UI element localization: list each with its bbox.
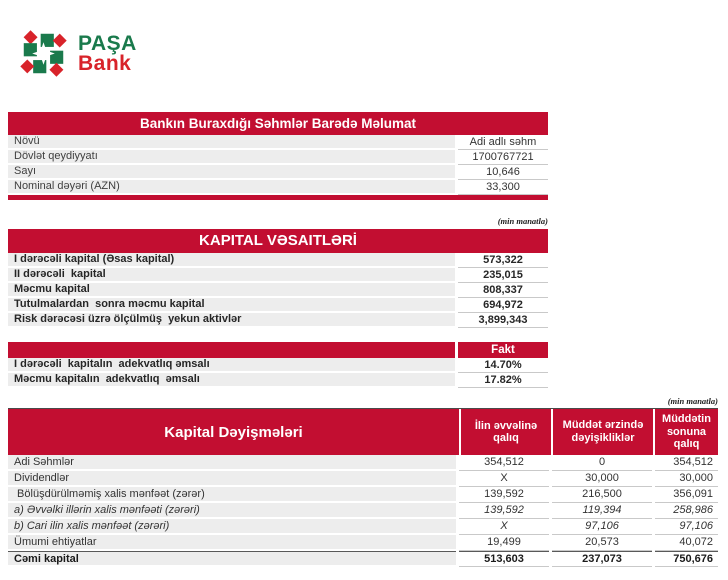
report-body: Bankın Buraxdığı Səhmlər Barədə Məlumat …	[8, 112, 718, 567]
cell-end: 40,072	[655, 535, 718, 551]
row-value: 694,972	[458, 298, 548, 313]
table-row: Ümumi ehtiyatlar 19,499 20,573 40,072	[8, 535, 718, 551]
row-label: Sayı	[8, 165, 455, 180]
row-label: b) Cari ilin xalis mənfəət (zərəri)	[8, 519, 456, 535]
cell-end: 354,512	[655, 455, 718, 471]
cell-end: 30,000	[655, 471, 718, 487]
row-value: 235,015	[458, 268, 548, 283]
row-label: I dərəcəli kapital (Əsas kapital)	[8, 253, 455, 268]
cell-change: 20,573	[552, 535, 652, 551]
bank-name-bottom: Bank	[78, 51, 132, 75]
table-row: II dərəcəli kapital 235,015	[8, 268, 548, 283]
table-row: Məcmu kapital 808,337	[8, 283, 548, 298]
row-label: Bölüşdürülməmiş xalis mənfəət (zərər)	[8, 487, 456, 503]
table-row: Adi Səhmlər 354,512 0 354,512	[8, 455, 718, 471]
cell-change: 30,000	[552, 471, 652, 487]
cell-start: 513,603	[459, 551, 549, 567]
pasha-bank-emblem-icon	[20, 30, 67, 77]
table-row: Növü Adi adlı səhm	[8, 135, 548, 150]
cell-change: 0	[552, 455, 652, 471]
table-row: b) Cari ilin xalis mənfəət (zərəri) X 97…	[8, 519, 718, 535]
bank-logo-text: PAŞA Bank	[78, 32, 137, 75]
table-row: I dərəcəli kapitalın adekvatlıq əmsalı 1…	[8, 358, 548, 373]
adequacy-header-spacer	[8, 342, 455, 358]
row-value: 1700767721	[458, 150, 548, 165]
row-value: 3,899,343	[458, 313, 548, 328]
adequacy-table-header: Fakt	[8, 342, 548, 358]
changes-table-header: Kapital Dəyişmələri İlin əvvəlinə qalıq …	[8, 408, 718, 455]
table-row: Dividendlər X 30,000 30,000	[8, 471, 718, 487]
column-header-change: Müddət ərzində dəyişikliklər	[553, 409, 653, 455]
row-label: Dövlət qeydiyyatı	[8, 150, 455, 165]
adequacy-header-fakt: Fakt	[458, 342, 548, 358]
row-label: Risk dərəcəsi üzrə ölçülmüş yekun aktivl…	[8, 313, 455, 328]
table-bottom-accent	[8, 195, 548, 200]
cell-change: 119,394	[552, 503, 652, 519]
table-row: Bölüşdürülməmiş xalis mənfəət (zərər) 13…	[8, 487, 718, 503]
row-label: Növü	[8, 135, 455, 150]
unit-note: (min manatla)	[667, 396, 718, 406]
cell-start: 19,499	[459, 535, 549, 551]
row-label: Cəmi kapital	[8, 551, 456, 567]
capital-table-title: KAPITAL VƏSAITLƏRİ	[8, 229, 548, 253]
cell-end: 356,091	[655, 487, 718, 503]
table-row: Sayı 10,646	[8, 165, 548, 180]
row-label: Məcmu kapital	[8, 283, 455, 298]
cell-end: 750,676	[655, 551, 718, 567]
row-value: 10,646	[458, 165, 548, 180]
changes-table: Kapital Dəyişmələri İlin əvvəlinə qalıq …	[8, 408, 718, 567]
row-label: Ümumi ehtiyatlar	[8, 535, 456, 551]
row-label: Dividendlər	[8, 471, 456, 487]
cell-start: 354,512	[459, 455, 549, 471]
cell-start: 139,592	[459, 503, 549, 519]
cell-end: 258,986	[655, 503, 718, 519]
cell-end: 97,106	[655, 519, 718, 535]
table-row: Məcmu kapitalın adekvatlıq əmsalı 17.82%	[8, 373, 548, 388]
cell-change: 216,500	[552, 487, 652, 503]
capital-table: KAPITAL VƏSAITLƏRİ I dərəcəli kapital (Ə…	[8, 229, 548, 328]
adequacy-table: I dərəcəli kapitalın adekvatlıq əmsalı 1…	[8, 358, 548, 388]
table-row: a) Əvvəlki illərin xalis mənfəəti (zərər…	[8, 503, 718, 519]
table-row: Risk dərəcəsi üzrə ölçülmüş yekun aktivl…	[8, 313, 548, 328]
row-label: Nominal dəyəri (AZN)	[8, 180, 455, 195]
row-value: 33,300	[458, 180, 548, 195]
bank-name-top: PAŞA	[78, 32, 137, 56]
bank-logo: PAŞA Bank	[20, 30, 137, 77]
shares-table: Bankın Buraxdığı Səhmlər Barədə Məlumat …	[8, 112, 548, 200]
cell-start: X	[459, 519, 549, 535]
row-value: 17.82%	[458, 373, 548, 388]
row-label: I dərəcəli kapitalın adekvatlıq əmsalı	[8, 358, 455, 373]
cell-change: 97,106	[552, 519, 652, 535]
column-header-start: İlin əvvəlinə qalıq	[461, 409, 551, 455]
row-label: Tutulmalardan sonra məcmu kapital	[8, 298, 455, 313]
changes-table-title: Kapital Dəyişmələri	[8, 409, 459, 455]
row-label: Məcmu kapitalın adekvatlıq əmsalı	[8, 373, 455, 388]
table-row: Tutulmalardan sonra məcmu kapital 694,97…	[8, 298, 548, 313]
cell-start: X	[459, 471, 549, 487]
table-row-total: Cəmi kapital 513,603 237,073 750,676	[8, 551, 718, 567]
row-label: a) Əvvəlki illərin xalis mənfəəti (zərər…	[8, 503, 456, 519]
shares-table-title: Bankın Buraxdığı Səhmlər Barədə Məlumat	[8, 112, 548, 135]
cell-start: 139,592	[459, 487, 549, 503]
row-label: II dərəcəli kapital	[8, 268, 455, 283]
table-row: Dövlət qeydiyyatı 1700767721	[8, 150, 548, 165]
row-value: 14.70%	[458, 358, 548, 373]
row-value: 808,337	[458, 283, 548, 298]
row-value: 573,322	[458, 253, 548, 268]
table-row: Nominal dəyəri (AZN) 33,300	[8, 180, 548, 195]
column-header-end: Müddətin sonuna qalıq	[655, 409, 718, 455]
unit-note: (min manatla)	[497, 216, 548, 226]
row-label: Adi Səhmlər	[8, 455, 456, 471]
row-value: Adi adlı səhm	[458, 135, 548, 150]
table-row: I dərəcəli kapital (Əsas kapital) 573,32…	[8, 253, 548, 268]
cell-change: 237,073	[552, 551, 652, 567]
